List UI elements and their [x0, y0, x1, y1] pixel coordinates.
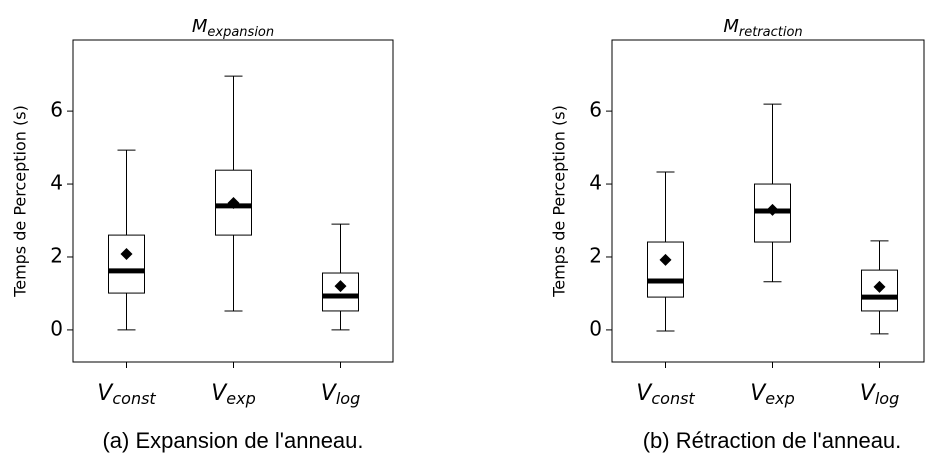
- x-tick-label-base: V: [750, 381, 767, 406]
- y-axis-label: Temps de Perception (s): [550, 105, 569, 298]
- chart-title-sub: expansion: [207, 25, 274, 40]
- caption: (a) Expansion de l'anneau.: [102, 428, 363, 453]
- mean-marker: [120, 248, 133, 261]
- x-tick-label-sub: exp: [765, 389, 794, 408]
- mean-marker: [766, 203, 779, 216]
- x-tick-label: Vlog: [321, 381, 360, 408]
- mean-marker: [873, 280, 886, 293]
- x-tick-label-sub: const: [112, 389, 156, 408]
- x-tick-label: Vexp: [211, 381, 256, 408]
- mean-marker: [659, 253, 672, 266]
- y-axis-label: Temps de Perception (s): [11, 105, 30, 298]
- x-tick-label-sub: log: [875, 389, 899, 408]
- plot-frame: [611, 39, 925, 363]
- y-tick-label: 6: [589, 98, 602, 122]
- y-tick-label: 2: [589, 243, 602, 267]
- x-tick-label-sub: const: [651, 389, 695, 408]
- x-tick-label-base: V: [97, 381, 114, 406]
- box: [108, 234, 145, 294]
- x-tick-label-sub: log: [336, 389, 360, 408]
- x-tick-label-base: V: [860, 381, 877, 406]
- y-tick-label: 0: [589, 316, 602, 340]
- box: [861, 269, 898, 312]
- x-tick-label: Vexp: [750, 381, 795, 408]
- box: [322, 272, 359, 312]
- x-tick-label: Vconst: [636, 381, 695, 408]
- caption: (b) Rétraction de l'anneau.: [643, 428, 902, 453]
- chart-title-sub: retraction: [739, 25, 803, 40]
- y-tick-label: 4: [589, 171, 602, 195]
- x-tick-label-base: V: [636, 381, 653, 406]
- box: [647, 241, 684, 298]
- x-tick-label-base: V: [211, 381, 228, 406]
- x-tick-label-sub: exp: [226, 389, 255, 408]
- chart-title-base: M: [723, 16, 739, 37]
- y-tick-label: 4: [50, 171, 63, 195]
- x-tick-label-base: V: [321, 381, 338, 406]
- mean-marker: [227, 197, 240, 210]
- mean-marker: [334, 280, 347, 293]
- y-tick-label: 2: [50, 243, 63, 267]
- x-tick-label: Vconst: [97, 381, 156, 408]
- box: [215, 169, 252, 236]
- x-tick-label: Vlog: [860, 381, 899, 408]
- chart-title-base: M: [192, 16, 208, 37]
- y-tick-label: 0: [50, 316, 63, 340]
- y-tick-label: 6: [50, 98, 63, 122]
- chart-title: Mexpansion: [192, 16, 274, 40]
- chart-title: Mretraction: [723, 16, 802, 40]
